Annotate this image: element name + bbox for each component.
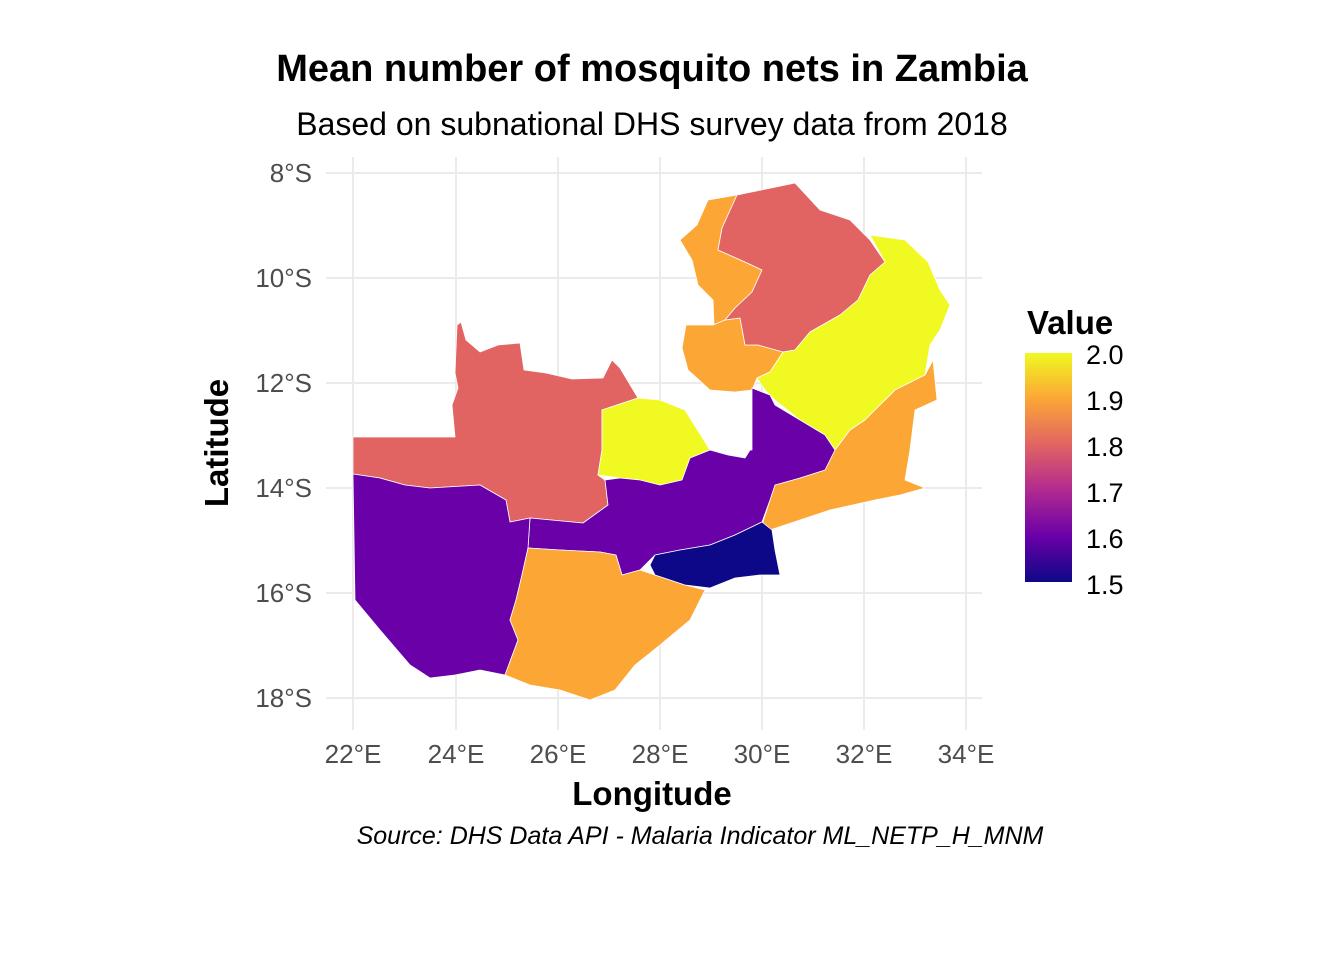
region-lusaka <box>649 521 781 589</box>
legend-colorbar <box>1025 353 1072 582</box>
legend-label: 1.9 <box>1086 386 1124 416</box>
x-tick-label: 22°E <box>325 739 382 769</box>
legend-label: 1.6 <box>1086 524 1124 554</box>
chart-subtitle: Based on subnational DHS survey data fro… <box>296 106 1008 142</box>
x-tick-label: 34°E <box>938 739 995 769</box>
chart-caption: Source: DHS Data API - Malaria Indicator… <box>356 822 1044 850</box>
color-legend: Value 2.0 1.9 1.8 1.7 1.6 1.5 <box>1025 304 1124 600</box>
y-tick-label: 12°S <box>255 368 312 398</box>
y-axis-title: Latitude <box>198 379 235 507</box>
y-tick-label: 18°S <box>255 683 312 713</box>
x-axis-title: Longitude <box>572 775 731 812</box>
region-southern <box>504 547 706 701</box>
x-tick-label: 26°E <box>530 739 587 769</box>
legend-label: 2.0 <box>1086 340 1124 370</box>
x-tick-label: 24°E <box>428 739 485 769</box>
legend-label: 1.8 <box>1086 432 1124 462</box>
legend-label: 1.7 <box>1086 478 1124 508</box>
y-tick-label: 14°S <box>255 473 312 503</box>
x-tick-label: 28°E <box>632 739 689 769</box>
x-tick-label: 30°E <box>734 739 791 769</box>
legend-title: Value <box>1027 304 1113 341</box>
chart-title: Mean number of mosquito nets in Zambia <box>276 48 1028 90</box>
region-western <box>352 473 531 679</box>
y-tick-label: 8°S <box>270 158 312 188</box>
x-tick-label: 32°E <box>836 739 893 769</box>
y-tick-label: 10°S <box>255 263 312 293</box>
legend-label: 1.5 <box>1086 570 1124 600</box>
y-tick-label: 16°S <box>255 578 312 608</box>
